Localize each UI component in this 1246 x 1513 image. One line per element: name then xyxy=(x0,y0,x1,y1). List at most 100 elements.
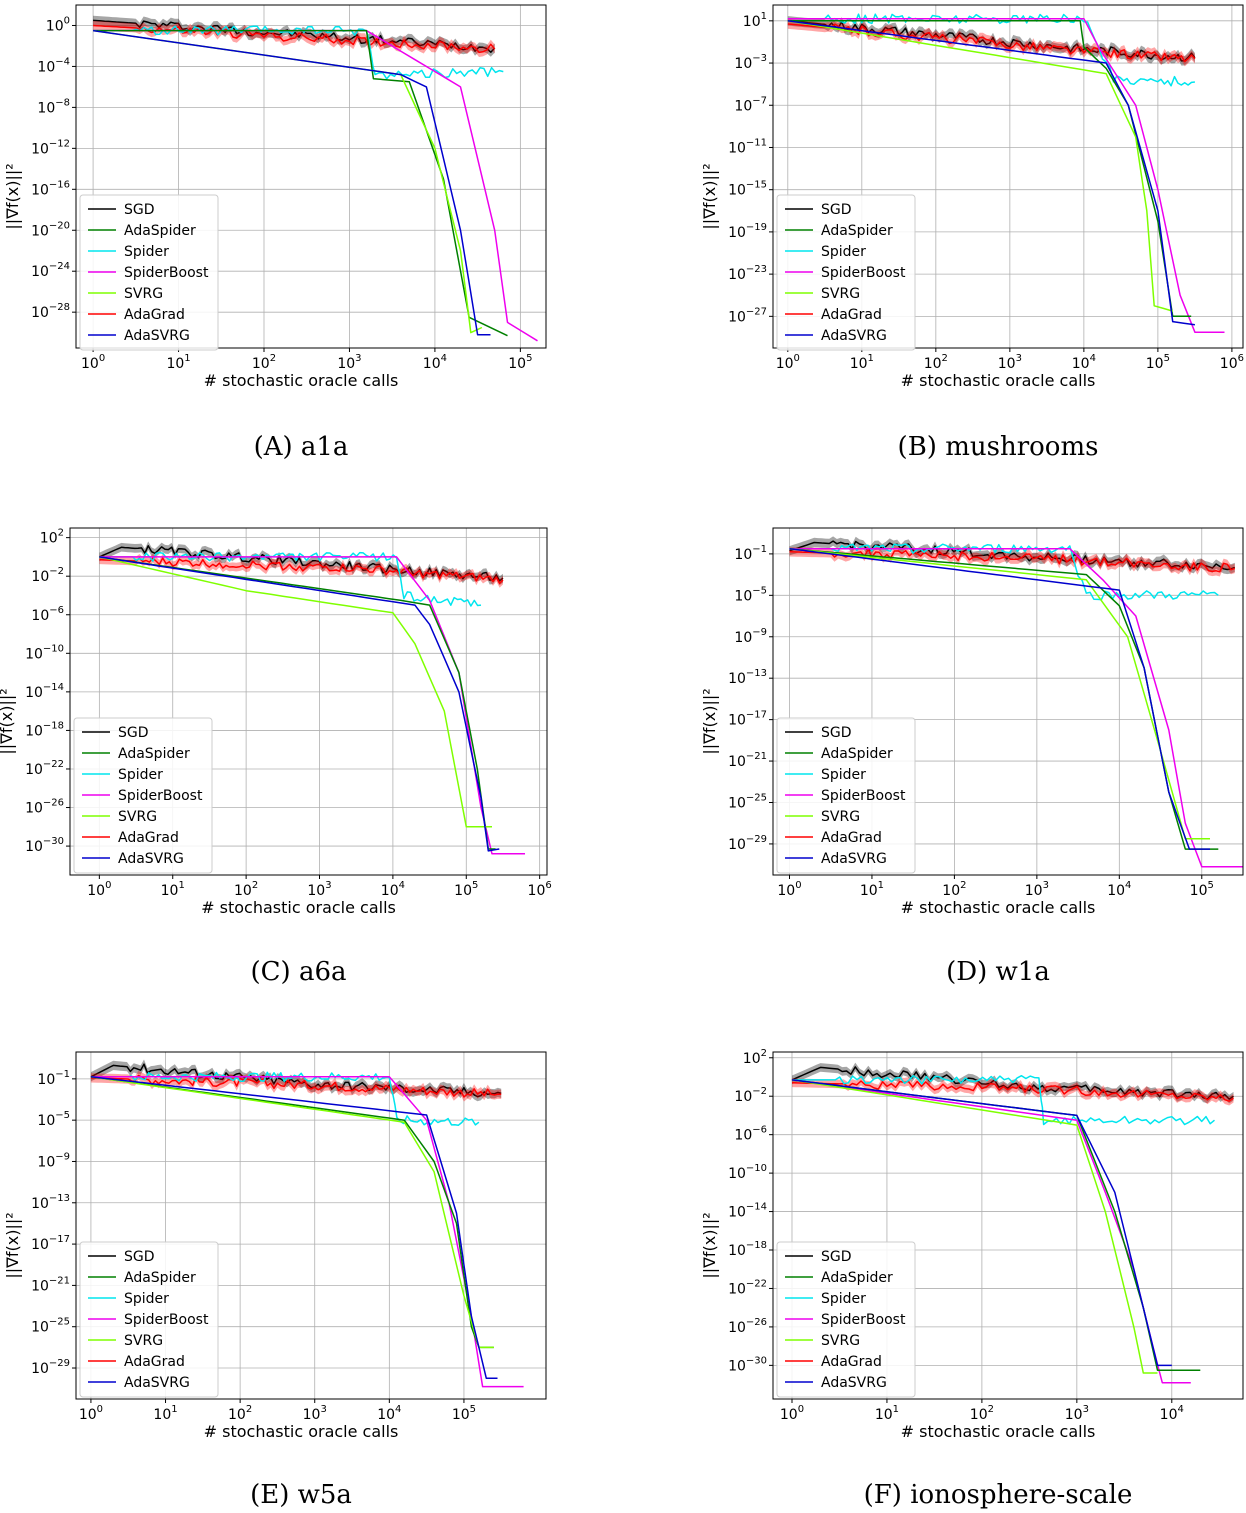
x-axis-label: # stochastic oracle calls xyxy=(204,1422,399,1441)
legend-label-adaspider: AdaSpider xyxy=(118,746,190,762)
y-tick-label: 10−12 xyxy=(31,138,70,157)
y-tick-label: 10−27 xyxy=(728,306,767,325)
y-tick-label: 102 xyxy=(40,528,64,547)
legend-box xyxy=(776,717,916,874)
y-axis-label: ||∇f(x)||² xyxy=(700,163,719,229)
x-tick-label: 100 xyxy=(780,1404,804,1423)
x-tick-label: 105 xyxy=(452,1404,476,1423)
series-band-adagrad xyxy=(99,553,504,588)
y-tick-label: 10−4 xyxy=(37,56,70,75)
y-tick-label: 10−30 xyxy=(25,836,64,855)
series-line-spiderboost xyxy=(99,556,525,855)
plot-area xyxy=(99,541,525,855)
legend-label-adaspider: AdaSpider xyxy=(821,1270,893,1286)
legend-label-adaspider: AdaSpider xyxy=(124,1270,196,1286)
x-tick-label: 102 xyxy=(228,1404,252,1423)
legend-label-adagrad: AdaGrad xyxy=(124,307,185,323)
y-tick-label: 10−29 xyxy=(31,1358,70,1377)
x-tick-label: 106 xyxy=(528,880,552,899)
legend-label-adagrad: AdaGrad xyxy=(118,830,179,846)
x-axis-label: # stochastic oracle calls xyxy=(201,898,396,917)
series-line-adasvrg xyxy=(789,547,1210,850)
plot-area xyxy=(92,15,538,342)
plot-frame xyxy=(75,4,547,349)
legend-box xyxy=(73,717,213,874)
y-tick-label: 101 xyxy=(743,11,767,30)
y-tick-label: 10−2 xyxy=(31,566,64,585)
legend-label-spiderboost: SpiderBoost xyxy=(821,788,906,804)
y-tick-label: 10−3 xyxy=(734,53,767,72)
legend-label-sgd: SGD xyxy=(118,725,149,741)
y-tick-label: 10−15 xyxy=(728,180,767,199)
x-tick-label: 104 xyxy=(1107,880,1131,899)
legend-label-spider: Spider xyxy=(821,244,866,260)
x-tick-label: 103 xyxy=(307,880,331,899)
series-line-spiderboost xyxy=(787,17,1225,333)
x-tick-label: 103 xyxy=(303,1404,327,1423)
legend: SGD AdaSpider Spider SpiderBoost SVRG AdaGrad… xyxy=(73,717,213,874)
series-line-spider xyxy=(99,551,482,607)
legend-label-adagrad: AdaGrad xyxy=(821,307,882,323)
x-tick-label: 101 xyxy=(166,353,190,372)
x-tick-label: 105 xyxy=(1146,353,1170,372)
y-tick-label: 10−1 xyxy=(734,544,767,563)
x-tick-label: 105 xyxy=(454,880,478,899)
chart-panel-4: 100 101 102 103 104 105 10−1 10−5 10−9 10−13 10−17… xyxy=(700,527,1244,987)
panel-caption: (E) w5a xyxy=(250,1480,352,1510)
y-tick-label: 10−9 xyxy=(734,627,767,646)
x-tick-label: 102 xyxy=(234,880,258,899)
x-tick-label: 101 xyxy=(875,1404,899,1423)
y-tick-label: 10−17 xyxy=(31,1234,70,1253)
y-tick-label: 10−25 xyxy=(728,792,767,811)
legend-label-svrg: SVRG xyxy=(821,809,860,825)
y-tick-label: 10−11 xyxy=(728,137,767,156)
plot-frame xyxy=(75,1051,547,1400)
x-tick-label: 101 xyxy=(860,880,884,899)
x-tick-label: 101 xyxy=(161,880,185,899)
series-band-adagrad xyxy=(792,1076,1234,1106)
y-tick-label: 10−26 xyxy=(25,798,64,817)
y-axis-label: ||∇f(x)||² xyxy=(3,163,22,229)
x-tick-label: 103 xyxy=(1025,880,1049,899)
legend-box xyxy=(79,194,219,351)
x-tick-label: 100 xyxy=(81,353,105,372)
legend: SGD AdaSpider Spider SpiderBoost SVRG AdaGrad… xyxy=(776,717,916,874)
y-axis-label: ||∇f(x)||² xyxy=(700,688,719,754)
legend-label-spider: Spider xyxy=(821,767,866,783)
legend-label-adasvrg: AdaSVRG xyxy=(821,851,887,867)
x-tick-label: 105 xyxy=(508,353,532,372)
y-tick-label: 10−13 xyxy=(31,1193,70,1212)
legend-label-sgd: SGD xyxy=(821,202,852,218)
y-tick-label: 10−28 xyxy=(31,302,70,321)
y-tick-label: 10−5 xyxy=(734,585,767,604)
y-tick-label: 10−2 xyxy=(734,1086,767,1105)
series-line-adagrad xyxy=(99,557,504,585)
legend-box xyxy=(79,1241,219,1398)
series-line-sgd xyxy=(90,1063,502,1098)
series-line-svrg xyxy=(90,1076,494,1349)
y-tick-label: 10−23 xyxy=(728,264,767,283)
plot-frame xyxy=(772,1051,1244,1400)
legend-label-spider: Spider xyxy=(821,1291,866,1307)
legend-label-spiderboost: SpiderBoost xyxy=(821,265,906,281)
x-axis-label: # stochastic oracle calls xyxy=(204,371,399,390)
legend-label-spider: Spider xyxy=(124,244,169,260)
series-line-spider xyxy=(792,1074,1215,1126)
legend-label-adasvrg: AdaSVRG xyxy=(124,328,190,344)
y-tick-label: 10−6 xyxy=(31,605,64,624)
legend-label-adagrad: AdaGrad xyxy=(821,830,882,846)
series-line-adasvrg xyxy=(90,1076,498,1380)
y-tick-label: 10−17 xyxy=(728,710,767,729)
series-line-svrg xyxy=(789,547,1210,840)
series-line-adagrad xyxy=(90,1074,502,1098)
legend-label-adaspider: AdaSpider xyxy=(821,223,893,239)
legend-box xyxy=(776,194,916,351)
legend-label-svrg: SVRG xyxy=(118,809,157,825)
x-tick-label: 101 xyxy=(153,1404,177,1423)
x-tick-label: 104 xyxy=(1072,353,1096,372)
series-line-adagrad xyxy=(791,1080,1234,1102)
y-tick-label: 10−1 xyxy=(37,1069,70,1088)
x-tick-label: 104 xyxy=(377,1404,401,1423)
legend-label-spiderboost: SpiderBoost xyxy=(821,1312,906,1328)
y-tick-label: 10−9 xyxy=(37,1151,70,1170)
